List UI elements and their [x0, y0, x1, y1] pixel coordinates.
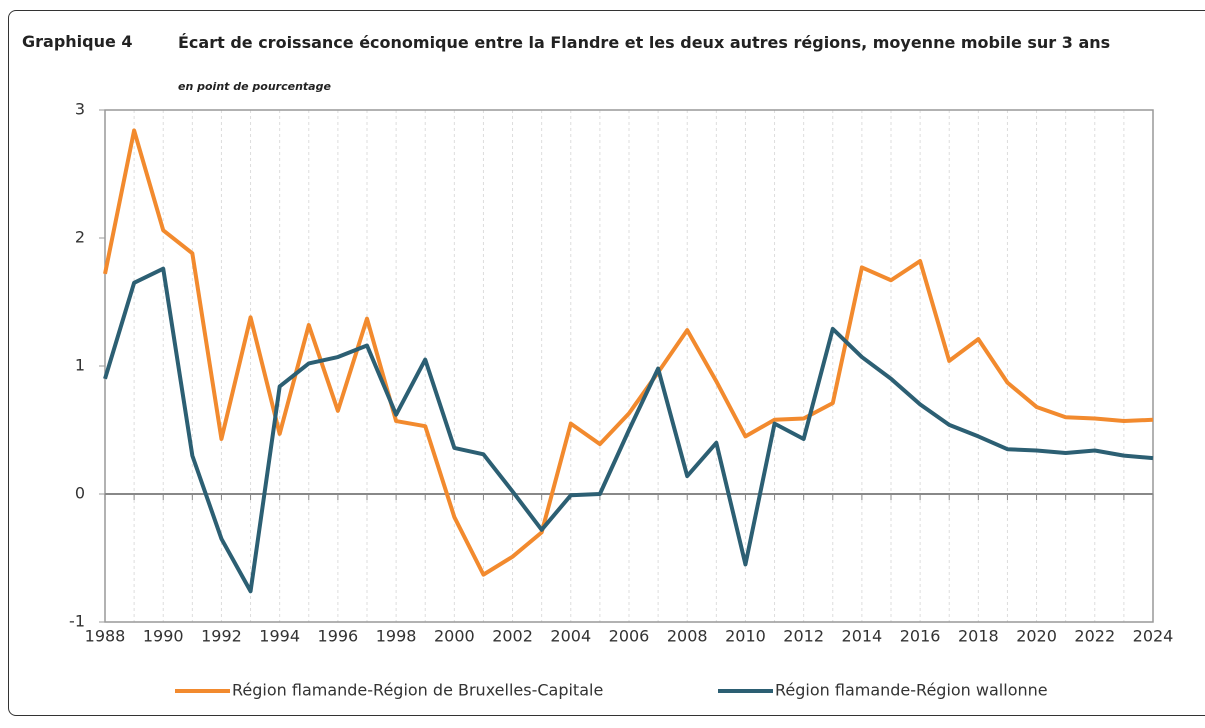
x-tick-label: 2010 — [725, 627, 766, 646]
chart-label: Graphique 4 — [22, 32, 133, 51]
x-tick-label: 2024 — [1133, 627, 1174, 646]
y-tick-label: 2 — [75, 228, 85, 247]
series-line — [103, 128, 1154, 577]
y-tick-label: 3 — [75, 100, 85, 119]
x-tick-label: 2014 — [842, 627, 883, 646]
frame — [8, 10, 1205, 716]
x-tick-label: 2020 — [1016, 627, 1057, 646]
y-tick-label: 0 — [75, 484, 85, 503]
x-tick-label: 2016 — [900, 627, 941, 646]
x-tick-label: 2008 — [667, 627, 708, 646]
x-tick-label: 1988 — [85, 627, 126, 646]
x-tick-label: 2000 — [434, 627, 475, 646]
chart-subtitle: en point de pourcentage — [178, 80, 331, 93]
x-tick-label: 1996 — [318, 627, 359, 646]
chart-title: Écart de croissance économique entre la … — [178, 33, 1111, 52]
x-tick-label: 2002 — [492, 627, 533, 646]
x-tick-label: 2022 — [1074, 627, 1115, 646]
x-tick-label: 1992 — [201, 627, 242, 646]
x-tick-label: 2018 — [958, 627, 999, 646]
series-line — [103, 266, 1154, 594]
x-tick-label: 2004 — [550, 627, 591, 646]
legend-label: Région flamande-Région wallonne — [775, 681, 1048, 700]
y-tick-label: -1 — [69, 612, 85, 631]
x-tick-label: 2012 — [783, 627, 824, 646]
x-tick-label: 1990 — [143, 627, 184, 646]
x-tick-label: 1998 — [376, 627, 417, 646]
x-tick-label: 2006 — [609, 627, 650, 646]
y-tick-label: 1 — [75, 356, 85, 375]
legend-label: Région flamande-Région de Bruxelles-Capi… — [232, 681, 603, 700]
x-tick-label: 1994 — [259, 627, 300, 646]
